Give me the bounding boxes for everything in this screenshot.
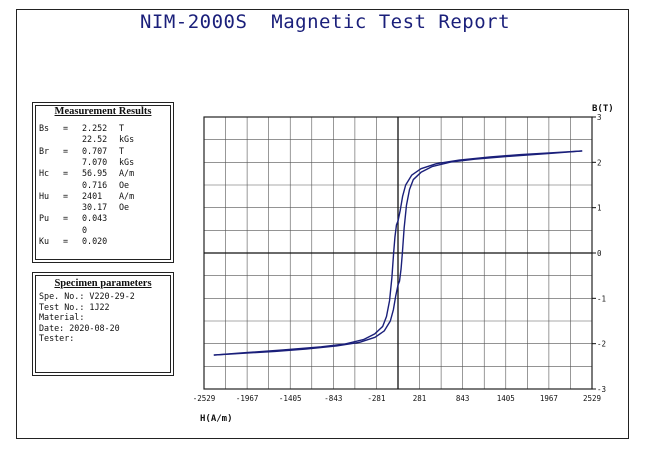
result-eq: = xyxy=(63,145,69,156)
result-value: 0 xyxy=(82,224,88,235)
measurement-results-heading: Measurement Results xyxy=(54,106,152,117)
result-value: 30.17 xyxy=(82,202,108,213)
measurement-results-panel: Measurement Results Bs = 2.252 T 22.52 kGs Br =… xyxy=(32,102,174,263)
y-tick-labels: -3 -2 -1 0 1 2 3 xyxy=(597,113,606,394)
result-eq: = xyxy=(63,236,69,246)
result-value: 0.716 xyxy=(82,179,108,190)
result-eq: = xyxy=(63,168,69,179)
hysteresis-branch-1 xyxy=(213,150,583,356)
y-tick-label: -2 xyxy=(597,340,606,349)
chart-series xyxy=(213,150,583,356)
result-value: 56.95 xyxy=(82,168,108,179)
result-eq: = xyxy=(63,190,69,201)
result-value: 0.020 xyxy=(82,236,108,246)
specimen-line: Tester: xyxy=(39,333,75,343)
report-title: NIM-2000S Magnetic Test Report xyxy=(139,11,511,33)
specimen-line: Spe. No.: V220-29-2 xyxy=(39,291,135,301)
y-tick-label: 3 xyxy=(597,113,602,122)
x-axis-label: H(A/m) xyxy=(200,414,233,424)
result-value: 0.707 xyxy=(82,145,108,156)
result-unit: kGs xyxy=(119,156,135,167)
result-unit: T xyxy=(119,123,125,133)
result-name: Ku xyxy=(39,236,50,246)
result-unit: A/m xyxy=(119,168,135,179)
x-tick-label: 1967 xyxy=(540,394,558,403)
y-axis-label: B(T) xyxy=(592,104,614,114)
x-tick-label: 843 xyxy=(456,394,470,403)
specimen-parameters-panel: Specimen parameters Spe. No.: V220-29-2 T… xyxy=(32,272,174,376)
specimen-parameters-heading: Specimen parameters xyxy=(54,278,152,289)
x-tick-label: -843 xyxy=(324,394,342,403)
result-name: Hu xyxy=(39,190,50,201)
x-tick-label: -2529 xyxy=(193,394,216,403)
specimen-line: Material: xyxy=(39,312,85,322)
hysteresis-branch-2 xyxy=(213,150,583,356)
specimen-line: Date: 2020-08-20 xyxy=(39,322,120,333)
result-unit: Oe xyxy=(119,179,130,190)
result-eq: = xyxy=(63,123,69,133)
x-tick-label: -1405 xyxy=(279,394,302,403)
y-tick-label: 2 xyxy=(597,158,602,167)
result-name: Bs xyxy=(39,123,50,133)
result-unit: T xyxy=(119,145,125,156)
result-value: 0.043 xyxy=(82,213,108,224)
y-tick-label: 0 xyxy=(597,249,602,258)
result-unit: Oe xyxy=(119,202,130,213)
y-tick-label: -1 xyxy=(597,294,606,303)
x-tick-label: -281 xyxy=(367,394,385,403)
result-name: Pu xyxy=(39,213,50,224)
y-tick-label: -3 xyxy=(597,385,606,394)
x-tick-label: 1405 xyxy=(497,394,515,403)
result-name: Hc xyxy=(39,168,50,179)
result-name: Br xyxy=(39,145,50,156)
result-unit: A/m xyxy=(119,190,135,201)
x-tick-label: 2529 xyxy=(583,394,601,403)
chart-axes xyxy=(203,116,596,390)
result-value: 7.070 xyxy=(82,156,108,167)
result-value: 22.52 xyxy=(82,134,108,145)
x-tick-label: 281 xyxy=(413,394,427,403)
x-tick-labels: -2529 -1967 -1405 -843 -281 281 843 1405 1967 252… xyxy=(193,394,601,403)
result-unit: kGs xyxy=(119,134,135,145)
x-tick-label: -1967 xyxy=(236,394,259,403)
result-value: 2401 xyxy=(82,190,103,201)
result-value: 2.252 xyxy=(82,123,108,133)
y-tick-label: 1 xyxy=(597,204,602,213)
result-eq: = xyxy=(63,213,69,224)
specimen-line: Test No.: 1J22 xyxy=(39,301,110,312)
